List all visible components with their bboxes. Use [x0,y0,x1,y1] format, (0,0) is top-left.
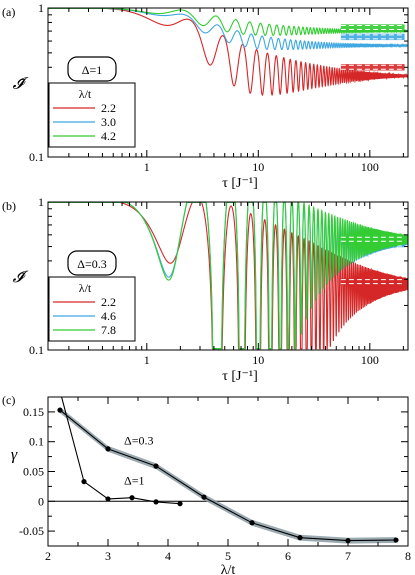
param-box [67,56,117,82]
plot-frame [47,201,409,351]
data-point [393,537,399,543]
y-tick-label: 0.1 [29,435,44,449]
series-line-Δ=1 [61,397,181,505]
series-label-Δ=1: Δ=1 [124,474,144,488]
plot-area [48,8,408,96]
x-tick-label: 5 [225,549,231,563]
data-point [177,501,183,507]
data-point [105,446,111,452]
series-label-Δ=0.3: Δ=0.3 [124,434,153,448]
fit-band-3.0 [340,33,405,41]
y-tick-label: 0.1 [29,150,44,164]
x-tick-label: 1 [144,160,150,174]
fit-band-7.8 [340,236,405,243]
series-line-Δ=0.3 [59,409,397,542]
fit-band-2.2 [340,278,405,285]
x-tick-label: 100 [361,160,379,174]
x-tick-label: 4 [165,549,171,563]
panel-label: (b) [2,199,16,213]
data-point [249,520,255,526]
y-axis-label: γ [11,447,18,464]
param-label: Δ=1 [82,63,102,77]
legend-box [48,82,136,148]
legend-label-2.2: 2.2 [101,295,116,309]
data-point [105,496,111,502]
y-tick-label: -0.05 [19,524,44,538]
param-label: Δ=0.3 [77,257,106,271]
y-axis-label: 𝓘̄ [13,269,29,286]
y-tick-label: 0.15 [23,405,44,419]
x-tick-label: 1 [144,353,150,367]
legend-label-4.2: 4.2 [101,129,116,143]
panel-c: Δ=0.3 Δ=1 2 3 4 5 6 7 8 0.15 0.1 0.05 0 -0.05 λ/t γ [11,388,411,575]
x-tick-label: 7 [345,549,351,563]
legend-box [48,276,136,342]
x-tick-label: 6 [285,549,291,563]
y-axis-label: 𝓘̄ [13,76,29,93]
x-tick-label: 8 [405,549,411,563]
data-point [57,388,62,393]
data-point [153,463,159,469]
x-axis-label: τ [J⁻¹] [222,369,258,384]
data-point [201,494,207,500]
panel-label: (c) [2,393,15,407]
legend-label-4.6: 4.6 [101,309,116,323]
data-point [57,407,63,413]
panel-a: 1 10 100 1 0.1 τ [J⁻¹] 𝓘̄ Δ=1 λ/t 2.23.04.2 [13,1,409,191]
panel-label: (a) [2,5,15,19]
data-point [153,499,159,505]
y-tick-label: 1 [38,195,44,209]
y-tick-label: 0 [38,494,44,508]
legend-label-2.2: 2.2 [101,101,116,115]
param-box [67,250,117,276]
plot-frame [47,396,409,547]
data-point [297,535,303,541]
legend-title: λ/t [79,281,92,295]
x-tick-label: 10 [252,353,264,367]
plot-frame [47,7,409,158]
y-tick-label: 1 [38,1,44,15]
plot-area [48,388,408,544]
legend-title: λ/t [79,87,92,101]
x-axis-label: τ [J⁻¹] [222,176,258,191]
series-line-2.2 [48,8,408,96]
data-point [129,495,135,501]
x-tick-label: 100 [361,353,379,367]
fit-band-2.2 [340,64,405,71]
legend-label-7.8: 7.8 [101,323,116,337]
x-tick-label: 3 [105,549,111,563]
error-band-Δ=0.3 [60,407,396,544]
x-axis-label: λ/t [221,563,236,575]
x-tick-label: 10 [252,160,264,174]
legend-label-3.0: 3.0 [101,115,116,129]
panel-b: 1 10 100 1 0.1 τ [J⁻¹] 𝓘̄ Δ=0.3 λ/t 2.24.67.8 [13,195,409,384]
y-tick-label: 0.1 [29,343,44,357]
fit-band-4.2 [340,24,405,31]
y-tick-label: 0.05 [23,465,44,479]
series-line-4.2 [48,8,408,36]
x-tick-label: 2 [45,549,51,563]
data-point [81,479,87,485]
